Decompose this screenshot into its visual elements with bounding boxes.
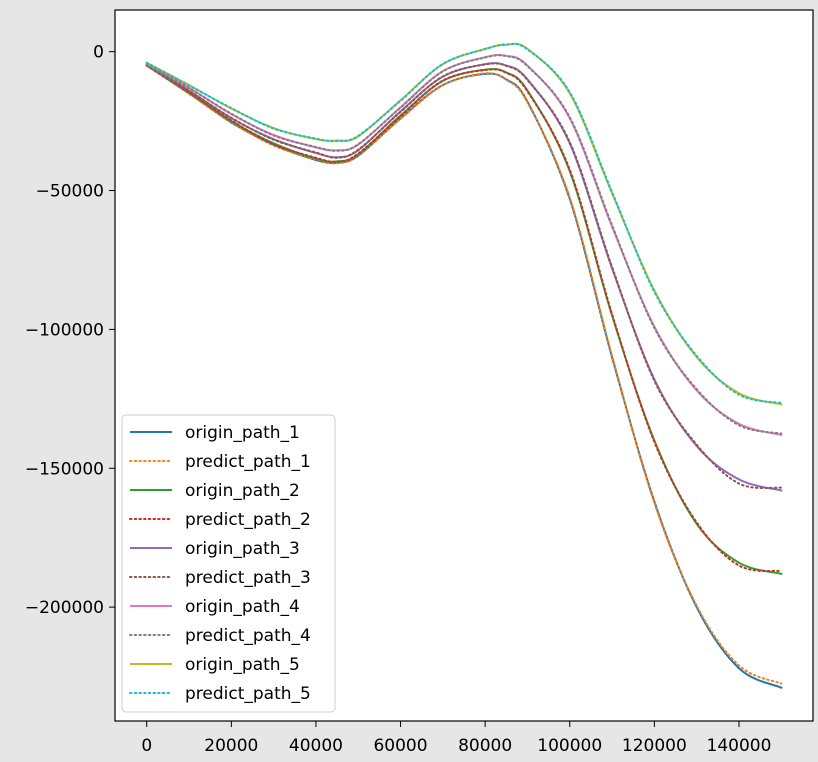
y-tick-label: −100000 (25, 320, 104, 340)
legend-label-origin_path_1: origin_path_1 (185, 423, 300, 443)
series-layer (145, 42, 783, 689)
legend-label-predict_path_2: predict_path_2 (185, 510, 311, 530)
legend-label-predict_path_5: predict_path_5 (185, 684, 311, 704)
x-tick-label: 0 (141, 736, 152, 756)
x-tick-label: 80000 (458, 736, 512, 756)
legend-label-origin_path_4: origin_path_4 (185, 597, 300, 617)
legend-label-origin_path_2: origin_path_2 (185, 481, 300, 501)
x-tick-label: 100000 (537, 736, 602, 756)
x-tick-label: 40000 (289, 736, 343, 756)
series-line-predict_path_3 (145, 62, 783, 490)
x-tick-label: 60000 (373, 736, 427, 756)
legend-label-origin_path_5: origin_path_5 (185, 655, 300, 675)
series-line-predict_path_2 (145, 64, 783, 573)
plot-frame (114, 9, 814, 722)
legend-label-predict_path_1: predict_path_1 (185, 452, 311, 472)
legend-label-predict_path_4: predict_path_4 (185, 626, 311, 646)
series-line-predict_path_4 (145, 54, 783, 435)
y-tick-label: −50000 (36, 182, 104, 202)
y-axis: 0 −50000 −100000 −150000 −200000 (25, 43, 115, 618)
legend: origin_path_1 predict_path_1 origin_path_2… (121, 414, 336, 713)
y-tick-label: 0 (93, 43, 104, 63)
y-tick-label: −200000 (25, 598, 104, 618)
series-line-predict_path_1 (145, 64, 783, 685)
x-tick-label: 20000 (204, 736, 258, 756)
legend-label-predict_path_3: predict_path_3 (185, 568, 311, 588)
x-tick-label: 140000 (707, 736, 772, 756)
legend-box (121, 414, 336, 713)
series-line-predict_path_5 (145, 42, 783, 404)
x-axis: 0 20000 40000 60000 80000 100000 120000 140000 (141, 721, 771, 756)
legend-label-origin_path_3: origin_path_3 (185, 539, 300, 559)
y-tick-label: −150000 (25, 459, 104, 479)
x-tick-label: 120000 (622, 736, 687, 756)
